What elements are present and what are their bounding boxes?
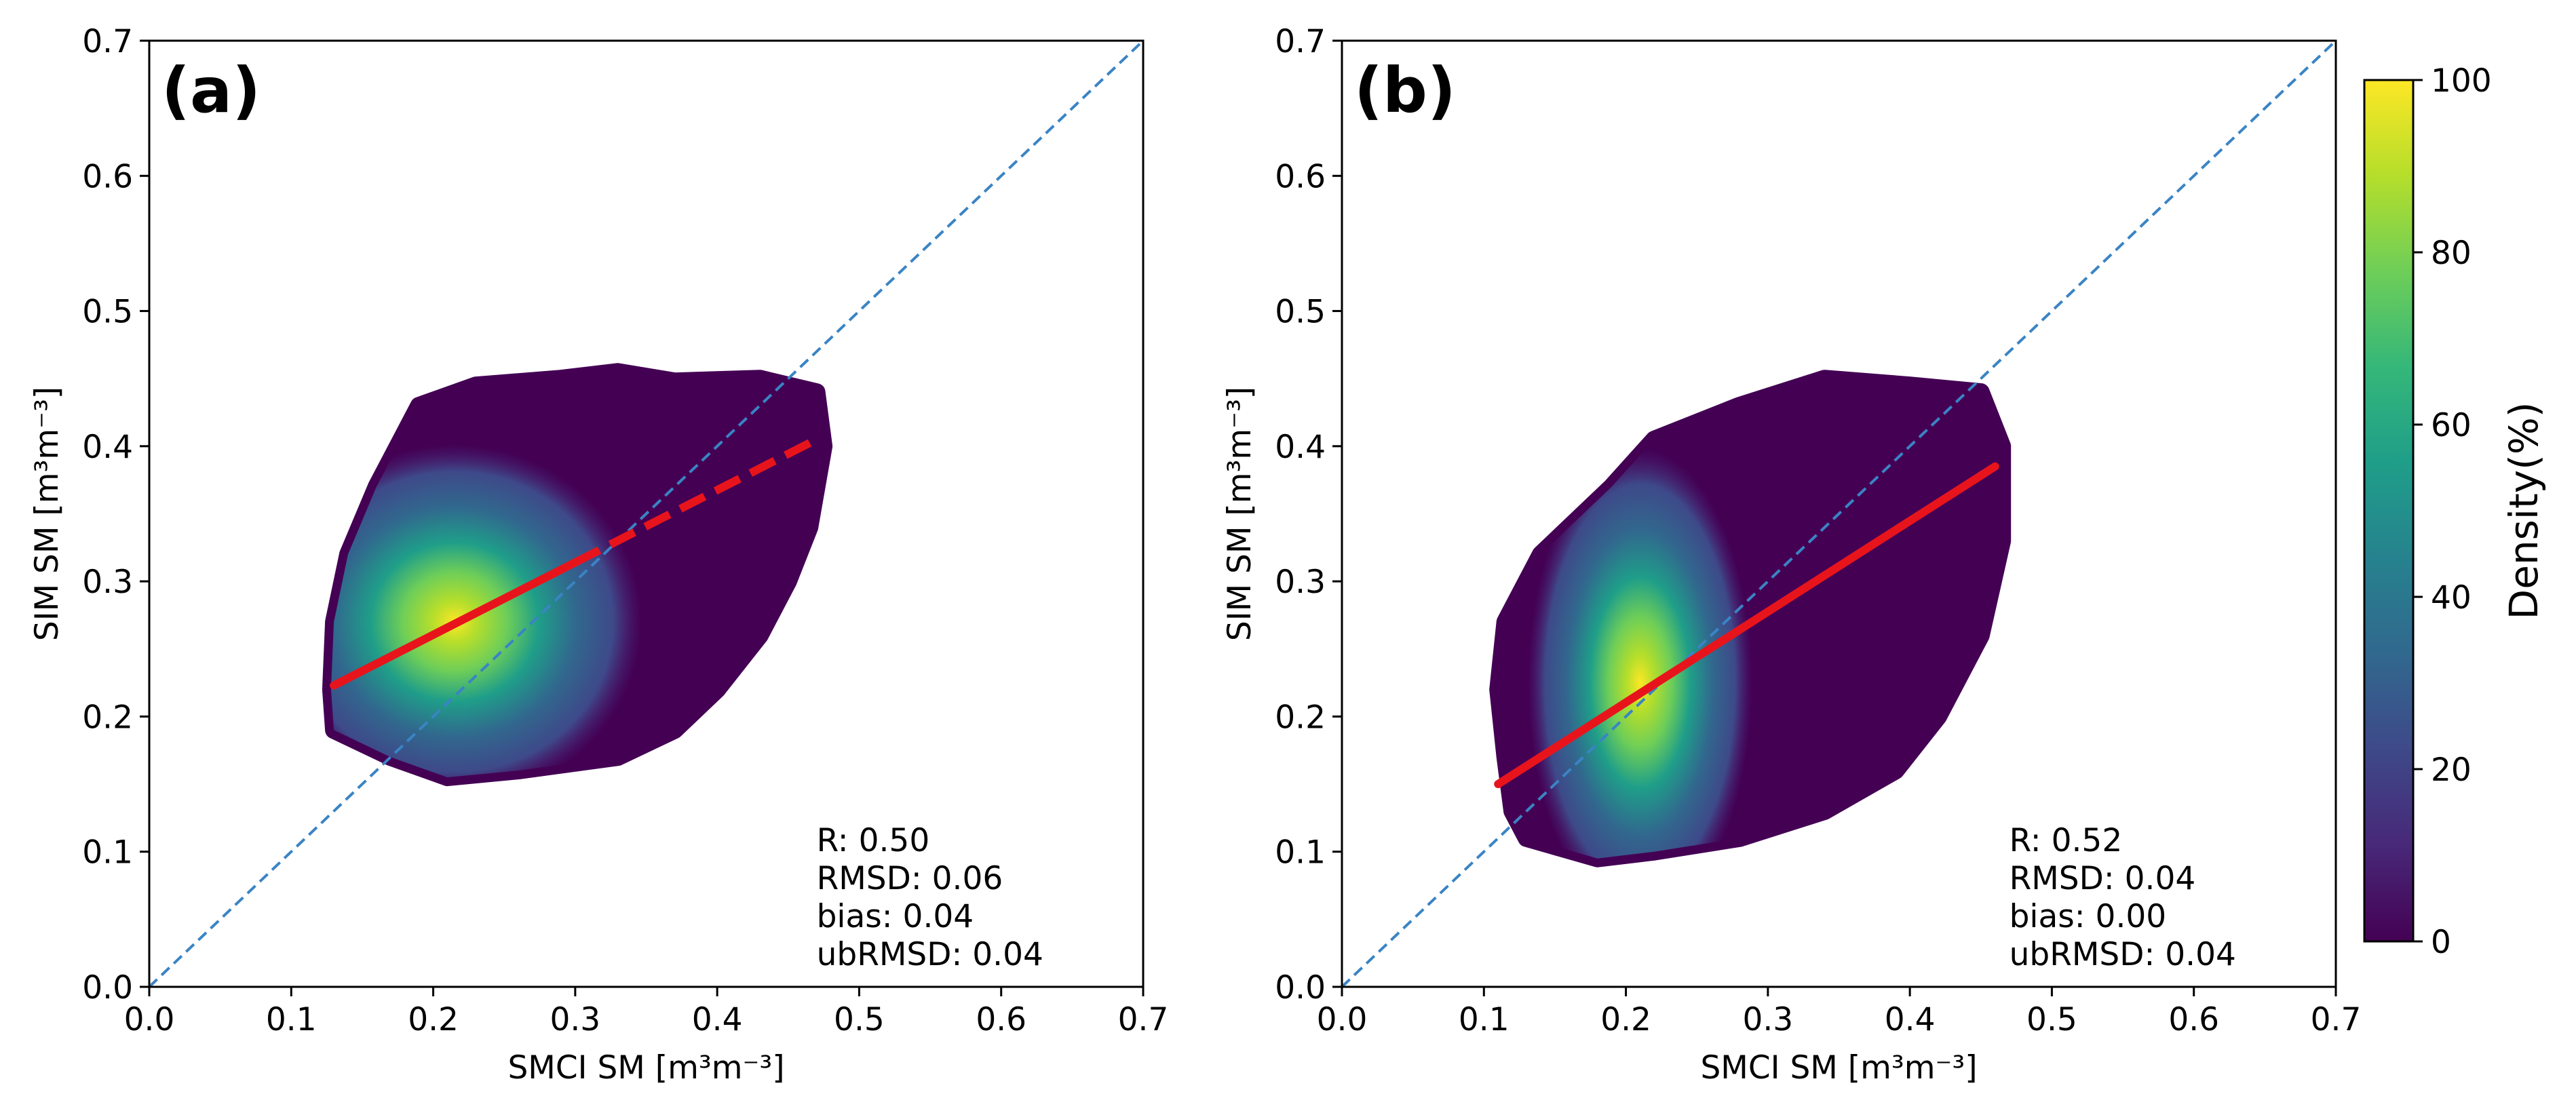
- x-tick-label: 0.2: [1600, 1001, 1651, 1038]
- stat-ubrmsd-a: ubRMSD: 0.04: [817, 936, 1043, 973]
- plot-frame-a: [148, 39, 1145, 988]
- y-tick-label: 0.7: [82, 23, 133, 60]
- y-tick-label: 0.2: [82, 699, 133, 736]
- colorbar-tick-label: 100: [2431, 62, 2492, 100]
- y-tick-label: 0.0: [82, 969, 133, 1007]
- identity-line-b: [1341, 39, 2337, 988]
- x-tick-label: 0.5: [2026, 1001, 2077, 1038]
- stat-rmsd-b: RMSD: 0.04: [2010, 860, 2196, 897]
- stat-ubrmsd-b: ubRMSD: 0.04: [2010, 936, 2236, 973]
- y-tick-label: 0.1: [1275, 834, 1326, 872]
- colorbar-tick-label: 40: [2431, 579, 2472, 617]
- colorbar-tick-label: 20: [2431, 751, 2472, 789]
- x-tick-label: 0.6: [2168, 1001, 2219, 1038]
- y-ticks-b: 0.0 0.1 0.2 0.3 0.4 0.5 0.6 0.7: [1275, 23, 1342, 1007]
- colorbar-gradient: [2363, 79, 2415, 943]
- x-tick-label: 0.3: [550, 1001, 600, 1038]
- stat-bias-a: bias: 0.04: [817, 898, 974, 935]
- y-tick-label: 0.5: [1275, 294, 1326, 331]
- y-tick-label: 0.6: [82, 158, 133, 195]
- y-tick-label: 0.6: [1275, 158, 1326, 195]
- x-ticks-a: 0.0 0.1 0.2 0.3 0.4 0.5 0.6 0.7: [124, 987, 1169, 1038]
- stat-r-a: R: 0.50: [817, 822, 930, 859]
- identity-line-a: [148, 39, 1145, 988]
- stat-r-b: R: 0.52: [2010, 822, 2123, 859]
- y-axis-label-b: SIM SM [m³m⁻³]: [1221, 387, 1258, 641]
- x-axis-label-a: SMCI SM [m³m⁻³]: [507, 1049, 784, 1087]
- stats-box-a: R: 0.50 RMSD: 0.06 bias: 0.04 ubRMSD: 0.…: [817, 822, 1043, 973]
- colorbar-tick-label: 80: [2431, 235, 2472, 272]
- fit-line-a-solid: [330, 558, 579, 690]
- panel-b: 0.0 0.1 0.2 0.3 0.4 0.5 0.6 0.7 0.0 0.1 0.2 0.3 0.4…: [1221, 23, 2361, 1087]
- x-tick-label: 0.3: [1742, 1001, 1793, 1038]
- stats-box-b: R: 0.52 RMSD: 0.04 bias: 0.00 ubRMSD: 0.…: [2010, 822, 2236, 973]
- x-tick-label: 0.0: [1317, 1001, 1368, 1038]
- colorbar-tick-label: 0: [2431, 924, 2451, 961]
- x-tick-label: 0.6: [976, 1001, 1026, 1038]
- panel-label-b: (b): [1354, 54, 1456, 127]
- y-tick-label: 0.1: [82, 834, 133, 872]
- y-tick-label: 0.2: [1275, 699, 1326, 736]
- panel-label-a: (a): [161, 54, 261, 127]
- y-tick-label: 0.3: [1275, 564, 1326, 601]
- x-tick-label: 0.1: [1459, 1001, 1510, 1038]
- y-tick-label: 0.5: [82, 294, 133, 331]
- density-glow-a: [330, 372, 824, 778]
- fit-line-a-dashed: [573, 435, 819, 566]
- x-tick-label: 0.0: [124, 1001, 175, 1038]
- y-tick-label: 0.4: [1275, 429, 1326, 466]
- x-axis-label-b: SMCI SM [m³m⁻³]: [1700, 1049, 1977, 1087]
- x-tick-label: 0.7: [2311, 1001, 2362, 1038]
- y-ticks-a: 0.0 0.1 0.2 0.3 0.4 0.5 0.6 0.7: [82, 23, 149, 1007]
- y-tick-label: 0.4: [82, 429, 133, 466]
- x-tick-label: 0.2: [408, 1001, 459, 1038]
- x-tick-label: 0.5: [834, 1001, 885, 1038]
- colorbar-ticks: 0 20 40 60 80 100: [2413, 62, 2492, 961]
- plot-frame-b: [1341, 39, 2337, 988]
- y-tick-label: 0.7: [1275, 23, 1326, 60]
- colorbar-tick-label: 60: [2431, 407, 2472, 444]
- x-tick-label: 0.4: [1885, 1001, 1936, 1038]
- panel-a: 0.0 0.1 0.2 0.3 0.4 0.5 0.6 0.7 0.0 0.1 0.2 0.3 0.4…: [28, 23, 1168, 1087]
- y-axis-label-a: SIM SM [m³m⁻³]: [28, 387, 66, 641]
- colorbar: 0 20 40 60 80 100 Density(%): [2363, 62, 2547, 961]
- x-tick-label: 0.7: [1118, 1001, 1169, 1038]
- y-tick-label: 0.0: [1275, 969, 1326, 1007]
- fit-line-b-solid: [1494, 462, 1999, 789]
- x-ticks-b: 0.0 0.1 0.2 0.3 0.4 0.5 0.6 0.7: [1317, 987, 2362, 1038]
- x-tick-label: 0.1: [266, 1001, 317, 1038]
- colorbar-title: Density(%): [2501, 402, 2547, 620]
- y-tick-label: 0.3: [82, 564, 133, 601]
- point-cloud-a: [322, 363, 833, 787]
- stat-bias-b: bias: 0.00: [2010, 898, 2167, 935]
- stat-rmsd-a: RMSD: 0.06: [817, 860, 1003, 897]
- x-tick-label: 0.4: [692, 1001, 743, 1038]
